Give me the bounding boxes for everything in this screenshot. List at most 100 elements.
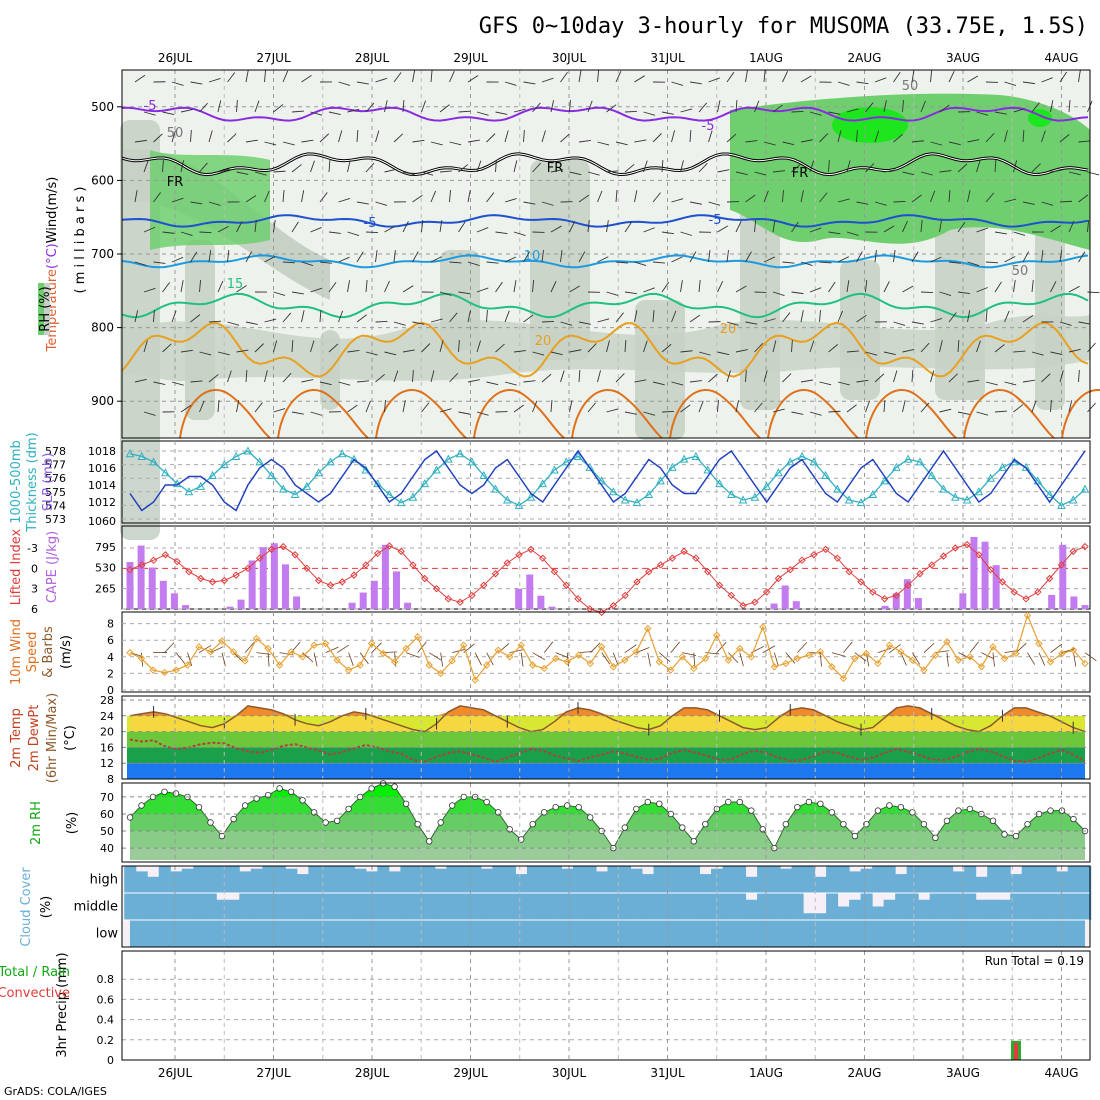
wind-barb — [772, 170, 785, 173]
wind-barb — [597, 318, 610, 323]
thickness-point — [491, 484, 500, 493]
cloud-bar-middle — [216, 899, 229, 920]
cape-bar — [792, 601, 800, 609]
thickness-point — [668, 462, 677, 471]
wind-barb — [708, 373, 718, 383]
wind-barb — [726, 71, 735, 83]
thickness-point — [950, 492, 960, 501]
wind-barb — [356, 251, 364, 263]
wind-barb — [1078, 140, 1091, 143]
cloud-bar-high — [388, 871, 401, 893]
li-point — [621, 591, 629, 600]
thickness-point — [762, 481, 772, 490]
wind-barb — [476, 160, 482, 173]
slp-tick: 1018 — [88, 445, 116, 458]
upper-ylabel-part: (°C) — [45, 243, 60, 269]
contour-label: -5 — [364, 216, 377, 231]
thickness-line — [129, 450, 1086, 507]
wind-barb — [726, 321, 739, 326]
li-point — [998, 578, 1007, 586]
isotherm-line-25 — [277, 389, 369, 439]
wind-barb — [449, 261, 462, 264]
wind-barb — [708, 250, 711, 263]
wind-barb — [550, 400, 553, 413]
wind-barb — [1004, 256, 1016, 263]
precip-tick: 0.8 — [97, 973, 115, 986]
wind-barb — [347, 231, 360, 236]
contour-label: FR — [547, 161, 564, 176]
wind-barb — [180, 160, 185, 173]
thickness-point — [290, 489, 300, 499]
wind-barb — [532, 102, 541, 113]
wind-barb — [606, 170, 619, 173]
wind-barb — [606, 104, 617, 113]
cloud-bar-middle — [285, 893, 298, 920]
cape-ylabel: CAPE (J/kg) — [45, 531, 60, 603]
li-point — [432, 584, 441, 593]
wind-barb — [782, 141, 795, 146]
wind-barb — [1013, 350, 1026, 353]
y-tick-label: 700 — [91, 247, 114, 261]
cloud-bar-middle — [814, 913, 827, 920]
wind-barb — [143, 411, 156, 416]
wind-barb — [412, 369, 414, 383]
cape-bar — [781, 585, 789, 609]
wind-barb — [439, 104, 450, 113]
wind-barb — [412, 70, 416, 83]
wind-barb — [735, 171, 748, 176]
thickness-point — [196, 481, 206, 490]
wind-barb-10m — [831, 652, 846, 657]
wind-barb — [587, 171, 600, 176]
wind-barb — [217, 400, 220, 413]
wind-barb — [920, 220, 923, 233]
wind-barb — [652, 310, 655, 323]
x-date-label-top: 3AUG — [946, 51, 980, 65]
thickness-tick: 577 — [45, 459, 66, 472]
cape-bar — [259, 547, 267, 609]
wind-barb — [476, 287, 489, 293]
wind-barb — [449, 373, 459, 383]
wind-barb — [661, 159, 664, 173]
wind-barb — [217, 280, 224, 293]
wind-barb — [541, 250, 544, 263]
cloud-bar-high — [607, 866, 620, 893]
wind-ylabel: (m/s) — [59, 635, 74, 669]
wind-barb — [587, 343, 597, 353]
cloud-bar-high — [204, 866, 217, 893]
wind-speed-point — [1046, 658, 1055, 666]
wind-speed-point — [690, 664, 698, 673]
li-point — [350, 571, 358, 579]
y-tick-label: 900 — [91, 394, 114, 408]
wind-barb — [717, 225, 729, 233]
isotherm-line-25 — [473, 389, 565, 439]
wind-barb — [310, 340, 315, 353]
wind-barb — [449, 190, 451, 203]
wind-barb — [328, 282, 337, 293]
cloud-bar-middle — [1079, 893, 1092, 920]
thickness-point — [620, 495, 630, 504]
wind-barb — [920, 342, 930, 353]
cloud-bar-middle — [319, 893, 332, 920]
wind-barb — [994, 344, 1005, 353]
wind-barb-10m — [474, 652, 482, 666]
slp-tick: 1014 — [88, 479, 116, 492]
cloud-bar-high — [665, 866, 678, 893]
wind-barb — [920, 100, 926, 113]
li-point — [668, 554, 677, 562]
panel-frame — [121, 950, 1091, 1061]
wind-barb — [587, 402, 596, 413]
precip-tick: 0.4 — [97, 1014, 115, 1027]
rh-point — [702, 821, 709, 828]
wind-barb — [809, 340, 815, 353]
cape-bar — [170, 593, 178, 609]
wind-barb — [735, 100, 738, 113]
rh-point — [161, 788, 168, 795]
wind-barb — [439, 408, 452, 413]
wind-speed-point — [540, 664, 548, 673]
cloud-bar-middle — [791, 893, 804, 920]
cloud-bar-middle — [595, 893, 608, 920]
wind-barb — [782, 312, 791, 323]
wind-barb — [671, 381, 684, 386]
wind-speed-point — [126, 648, 134, 657]
